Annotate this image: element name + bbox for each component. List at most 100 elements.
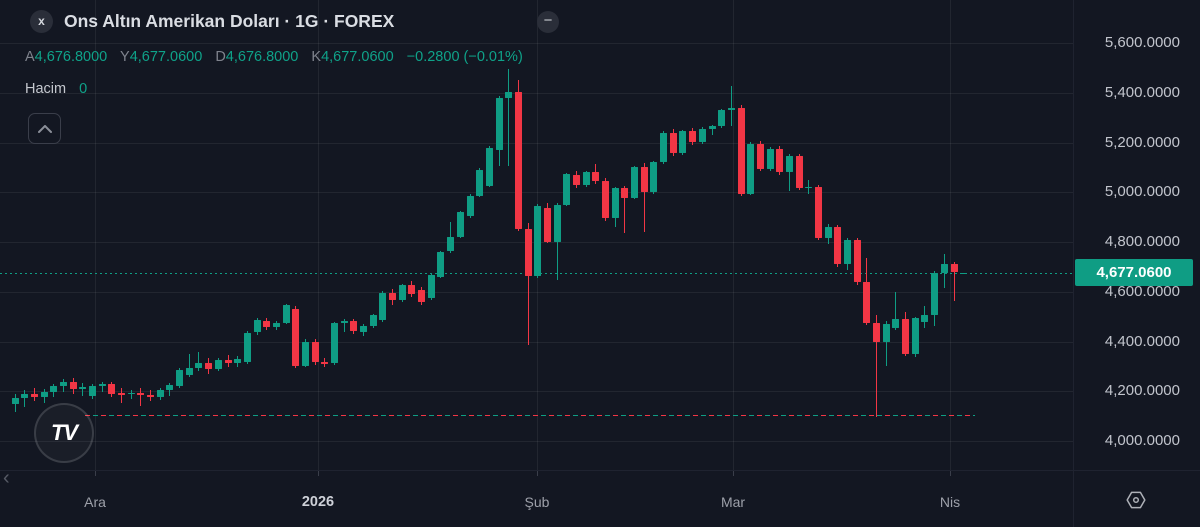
settings-icon[interactable] <box>1124 488 1148 512</box>
candle-body <box>253 320 261 333</box>
candle-body <box>11 398 19 404</box>
candle-body <box>418 290 426 302</box>
candle-body <box>340 321 348 323</box>
high-label: Y <box>120 49 130 65</box>
candle-body <box>21 393 29 399</box>
candle-body <box>311 342 319 362</box>
candle-body <box>602 181 609 219</box>
candle-body <box>50 386 58 393</box>
candle-body <box>669 132 677 154</box>
candle-wick <box>527 222 529 345</box>
candle-wick <box>24 390 26 407</box>
v-gridline <box>733 0 734 470</box>
x-axis-tick <box>537 470 538 476</box>
h-gridline <box>0 192 1073 194</box>
y-axis-label: 5,000.0000 <box>1104 183 1180 201</box>
candle-wick <box>101 381 103 392</box>
candle-wick <box>198 352 200 371</box>
candle-body <box>882 323 890 342</box>
candle-body <box>360 326 367 332</box>
candle-body <box>689 131 697 143</box>
x-axis-tick <box>733 470 734 476</box>
candle-body <box>79 387 87 389</box>
y-axis-label: 5,400.0000 <box>1104 83 1180 101</box>
h-gridline <box>0 291 1073 293</box>
candle-body <box>960 272 968 275</box>
scroll-left-icon[interactable]: ‹ <box>3 467 10 489</box>
candle-body <box>844 240 851 265</box>
candle-body <box>621 188 629 199</box>
volume-label: Hacim <box>25 81 67 97</box>
candle-wick <box>130 389 132 400</box>
candle-body <box>776 148 784 173</box>
y-axis-label: 5,200.0000 <box>1104 133 1180 151</box>
candle-body <box>456 212 464 237</box>
candle-body <box>447 236 455 252</box>
candle-body <box>369 315 377 326</box>
candle-body <box>40 392 48 398</box>
x-axis-label: Şub <box>524 494 550 510</box>
ohlc-row: A4,676.8000 Y4,677.0600 D4,676.8000 K4,6… <box>25 49 523 65</box>
candle-body <box>718 110 726 127</box>
candle-wick <box>788 154 790 192</box>
candle-body <box>563 173 571 205</box>
y-axis-label: 4,200.0000 <box>1104 382 1180 400</box>
candle-body <box>127 392 135 395</box>
y-axis-label: 4,800.0000 <box>1104 233 1180 250</box>
candle-wick <box>876 314 877 417</box>
candle-body <box>824 227 832 239</box>
candle-body <box>195 363 203 368</box>
candle-body <box>737 107 745 195</box>
candle-body <box>243 332 251 362</box>
low-dashed-line <box>85 415 975 417</box>
h-gridline <box>0 92 1073 94</box>
candle-body <box>911 318 919 354</box>
candle-wick <box>82 383 84 397</box>
candle-body <box>205 363 213 369</box>
candle-body <box>427 275 435 298</box>
price-pane[interactable]: TV <box>0 0 1073 470</box>
symbol-title[interactable]: Ons Altın Amerikan Doları · 1G · FOREX <box>64 11 395 31</box>
tradingview-logo[interactable]: TV <box>34 403 94 463</box>
candle-body <box>321 361 329 364</box>
candle-body <box>156 389 164 397</box>
candle-wick <box>808 179 810 194</box>
y-axis-label: 5,600.0000 <box>1104 34 1180 51</box>
candle-body <box>263 321 271 327</box>
candle-body <box>379 292 387 320</box>
open-value: 4,676.8000 <box>34 49 108 65</box>
volume-value: 0 <box>79 81 88 97</box>
candle-body <box>137 392 145 395</box>
candle-body <box>747 143 755 195</box>
candle-body <box>118 393 125 395</box>
candle-body <box>931 272 939 316</box>
minimize-icon[interactable]: − <box>537 11 559 33</box>
candle-body <box>592 172 600 182</box>
candle-body <box>495 97 503 150</box>
candle-body <box>408 284 416 295</box>
candle-wick <box>953 261 955 301</box>
candle-wick <box>730 86 732 126</box>
candle-body <box>437 251 445 277</box>
candle-body <box>350 321 358 332</box>
price-axis[interactable]: 4,677.0600 5,600.0000 5,400.0000 5,200.000… <box>1073 0 1200 470</box>
candle-wick <box>343 318 345 332</box>
h-gridline <box>0 441 1073 442</box>
x-axis-tick <box>95 470 96 476</box>
low-label: D <box>215 49 226 65</box>
collapse-legend-button[interactable] <box>28 113 61 144</box>
candle-body <box>282 304 290 323</box>
close-icon[interactable]: x <box>30 10 53 33</box>
h-gridline <box>0 142 1073 144</box>
tradingview-logo-glyph: TV <box>50 420 78 445</box>
candle-wick <box>140 388 142 406</box>
high-value: 4,677.0600 <box>129 49 203 65</box>
candle-body <box>214 359 222 369</box>
x-axis-label: Nis <box>939 494 961 510</box>
candle-body <box>88 385 96 396</box>
time-axis[interactable]: ‹ Ara 2026 Şub Mar Nis <box>0 467 1073 527</box>
close-value: 4,677.0600 <box>321 49 394 65</box>
candle-body <box>582 172 590 186</box>
candle-body <box>330 322 338 364</box>
x-axis-tick <box>950 470 951 476</box>
